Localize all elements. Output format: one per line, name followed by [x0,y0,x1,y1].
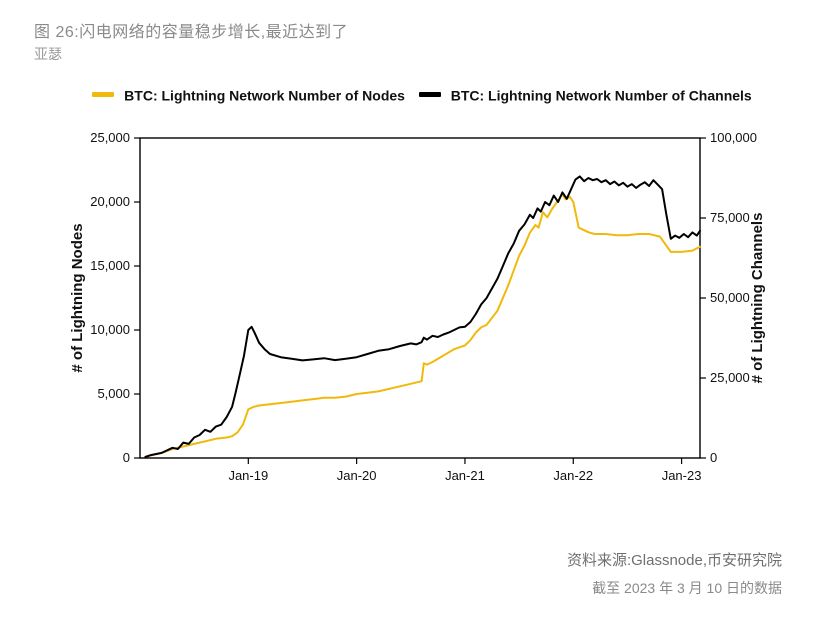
legend-swatch-channels [419,92,441,97]
chart-svg: 0 5,000 10,000 15,000 20,000 25,000 0 25,000 50,… [60,118,774,500]
figure-container: 图 26:闪电网络的容量稳步增长,最近达到了 亚瑟 BTC: Lightning… [0,0,834,622]
svg-text:Jan-20: Jan-20 [337,468,377,483]
legend-swatch-nodes [92,92,114,97]
svg-text:# of Lightning Nodes: # of Lightning Nodes [69,223,86,372]
line-chart: 0 5,000 10,000 15,000 20,000 25,000 0 25,000 50,… [60,118,774,500]
svg-text:25,000: 25,000 [710,370,750,385]
svg-text:20,000: 20,000 [90,194,130,209]
svg-text:75,000: 75,000 [710,210,750,225]
svg-text:15,000: 15,000 [90,258,130,273]
svg-text:10,000: 10,000 [90,322,130,337]
svg-text:Jan-22: Jan-22 [553,468,593,483]
source-note: 资料来源:Glassnode,币安研究院 [567,549,782,570]
legend-label-nodes: BTC: Lightning Network Number of Nodes [124,87,405,103]
svg-text:25,000: 25,000 [90,130,130,145]
date-note: 截至 2023 年 3 月 10 日的数据 [592,578,782,598]
svg-text:Jan-19: Jan-19 [228,468,268,483]
chart-legend: BTC: Lightning Network Number of Nodes B… [0,86,834,103]
svg-text:0: 0 [123,450,130,465]
figure-subtitle: 亚瑟 [34,44,62,64]
svg-text:5,000: 5,000 [97,386,130,401]
svg-text:50,000: 50,000 [710,290,750,305]
svg-text:100,000: 100,000 [710,130,757,145]
svg-text:# of Lightning Channels: # of Lightning Channels [749,213,766,384]
legend-label-channels: BTC: Lightning Network Number of Channel… [451,87,752,103]
figure-title: 图 26:闪电网络的容量稳步增长,最近达到了 [34,18,348,42]
svg-text:Jan-21: Jan-21 [445,468,485,483]
svg-text:Jan-23: Jan-23 [662,468,702,483]
svg-text:0: 0 [710,450,717,465]
